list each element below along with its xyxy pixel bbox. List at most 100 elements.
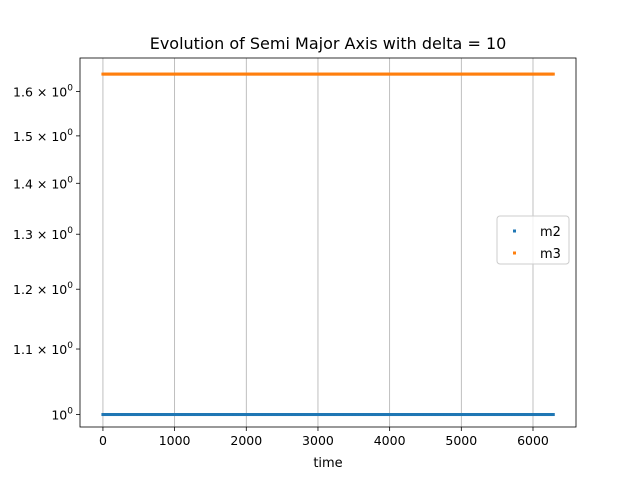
- data-point: [333, 72, 337, 76]
- data-point: [542, 72, 546, 76]
- data-point: [372, 413, 376, 417]
- data-point: [279, 413, 283, 417]
- data-point: [127, 72, 131, 76]
- data-point: [240, 72, 244, 76]
- data-point: [209, 413, 213, 417]
- data-point: [503, 413, 507, 417]
- data-point: [474, 72, 478, 76]
- data-point: [274, 72, 278, 76]
- data-point: [369, 72, 373, 76]
- data-point: [414, 72, 418, 76]
- data-point: [124, 413, 128, 417]
- data-point: [422, 413, 426, 417]
- data-point: [496, 413, 500, 417]
- data-point: [145, 413, 149, 417]
- data-point: [328, 413, 332, 417]
- data-point: [450, 72, 454, 76]
- data-point: [304, 413, 308, 417]
- data-point: [114, 413, 118, 417]
- data-point: [249, 413, 253, 417]
- data-point: [224, 72, 228, 76]
- data-point: [208, 413, 212, 417]
- data-point: [200, 72, 204, 76]
- data-point: [111, 72, 115, 76]
- data-point: [408, 72, 412, 76]
- data-point: [295, 72, 299, 76]
- data-point: [107, 413, 111, 417]
- data-point: [523, 413, 527, 417]
- data-point: [514, 72, 518, 76]
- data-point: [253, 72, 257, 76]
- data-point: [405, 413, 409, 417]
- data-point: [283, 72, 287, 76]
- data-point: [208, 72, 212, 76]
- data-point: [548, 72, 552, 76]
- data-point: [496, 72, 500, 76]
- data-point: [124, 72, 128, 76]
- data-point: [550, 413, 554, 417]
- data-point: [399, 413, 403, 417]
- data-point: [190, 72, 194, 76]
- data-point: [280, 413, 284, 417]
- data-point: [396, 72, 400, 76]
- data-point: [467, 72, 471, 76]
- data-point: [502, 72, 506, 76]
- data-point: [468, 413, 472, 417]
- data-point: [166, 72, 170, 76]
- data-point: [199, 413, 203, 417]
- data-point: [547, 413, 551, 417]
- data-point: [250, 72, 254, 76]
- data-point: [161, 413, 165, 417]
- data-point: [518, 413, 522, 417]
- chart-title: Evolution of Semi Major Axis with delta …: [150, 34, 507, 53]
- data-point: [221, 72, 225, 76]
- data-point: [360, 72, 364, 76]
- data-point: [113, 72, 117, 76]
- data-point: [441, 413, 445, 417]
- data-point: [291, 413, 295, 417]
- data-point: [440, 72, 444, 76]
- data-point: [533, 72, 537, 76]
- data-point: [211, 413, 215, 417]
- data-point: [227, 72, 231, 76]
- data-point: [521, 413, 525, 417]
- data-point: [122, 413, 126, 417]
- data-point: [194, 413, 198, 417]
- data-point: [139, 413, 143, 417]
- data-point: [437, 413, 441, 417]
- data-point: [515, 413, 519, 417]
- data-point: [331, 413, 335, 417]
- data-point: [395, 72, 399, 76]
- data-point: [292, 72, 296, 76]
- data-point: [491, 413, 495, 417]
- data-point: [327, 72, 331, 76]
- x-tick-label: 3000: [302, 433, 334, 448]
- data-point: [137, 413, 141, 417]
- data-point: [342, 72, 346, 76]
- data-point: [465, 413, 469, 417]
- data-point: [443, 72, 447, 76]
- data-point: [346, 72, 350, 76]
- data-point: [152, 413, 156, 417]
- data-point: [313, 72, 317, 76]
- data-point: [217, 413, 221, 417]
- data-point: [146, 413, 150, 417]
- data-point: [125, 72, 129, 76]
- data-point: [431, 72, 435, 76]
- data-point: [178, 413, 182, 417]
- data-point: [482, 72, 486, 76]
- data-point: [116, 72, 120, 76]
- data-point: [405, 72, 409, 76]
- data-point: [456, 413, 460, 417]
- data-point: [541, 72, 545, 76]
- data-point: [411, 72, 415, 76]
- data-point: [533, 413, 537, 417]
- data-point: [264, 72, 268, 76]
- data-point: [312, 413, 316, 417]
- data-point: [277, 72, 281, 76]
- data-point: [265, 413, 269, 417]
- data-point: [416, 413, 420, 417]
- data-point: [322, 413, 326, 417]
- data-point: [155, 413, 159, 417]
